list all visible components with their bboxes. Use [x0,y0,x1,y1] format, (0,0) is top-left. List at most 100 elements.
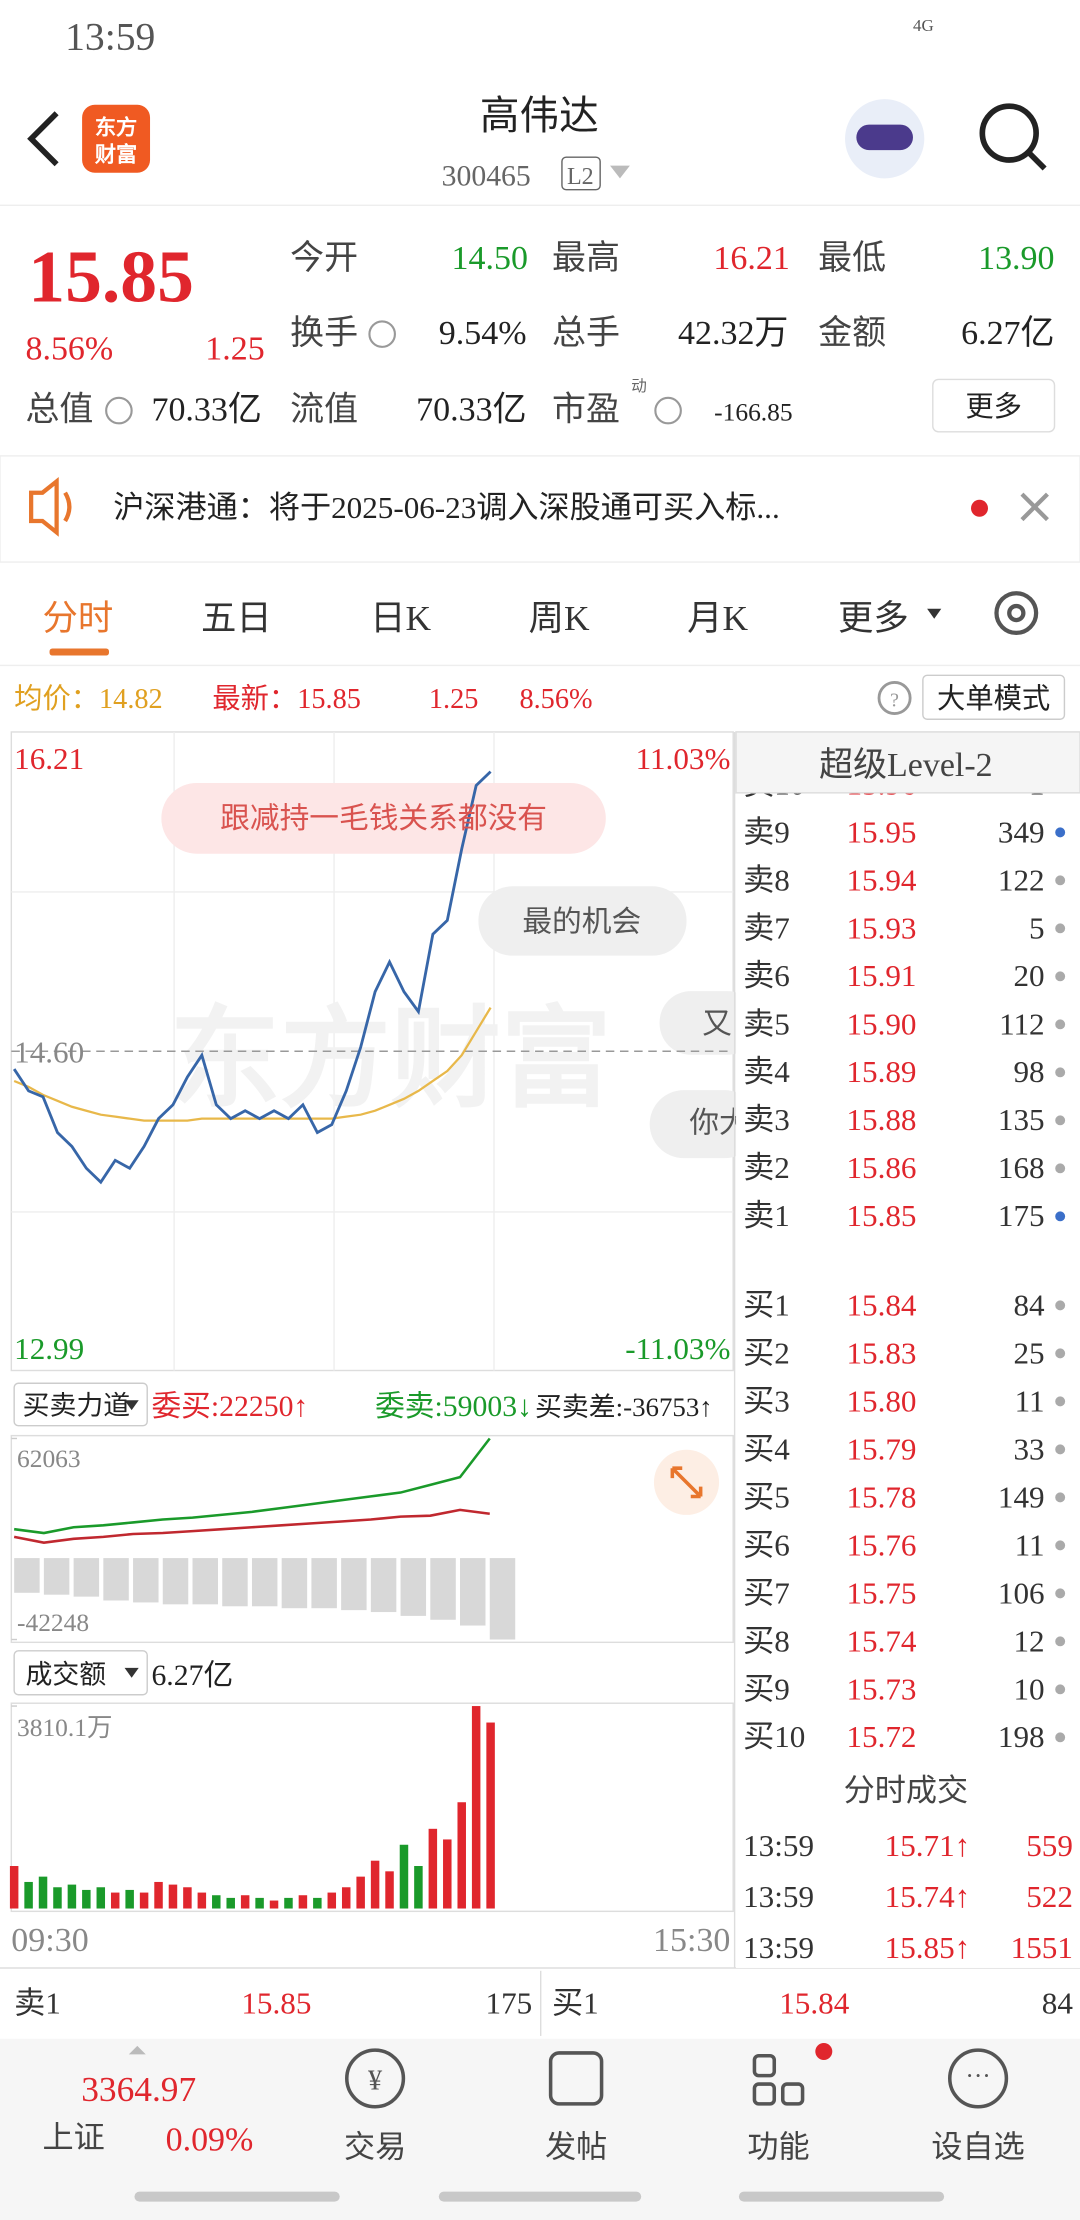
tab[interactable]: 分时 [42,598,113,638]
diff-bar [222,1558,248,1607]
book-price: 15.83 [846,1335,916,1370]
select-arrow [124,1400,139,1411]
nav-item[interactable]: 功能 [747,2130,809,2165]
stat-label: 总值 [25,390,93,428]
change-pct: 8.56% [25,331,113,368]
mode-button[interactable] [922,674,1066,720]
y-min-label: 12.99 [14,1331,84,1366]
trade-time: 13:59 [743,1879,814,1914]
book-qty: 33 [1013,1431,1044,1466]
comment-bubble[interactable] [478,886,687,956]
book-qty: 10 [1013,1671,1044,1706]
book-label: 卖2 [743,1150,790,1185]
book-qty: 11 [1015,1527,1045,1562]
book-label: 买2 [743,1335,790,1370]
select-arrow [124,1667,139,1678]
volume-bar [183,1887,192,1909]
force-line [13,1437,491,1535]
watch-icon[interactable] [948,2048,1009,2109]
volume-bar [341,1887,351,1909]
trade-icon[interactable] [345,2048,406,2109]
volume-bar [471,1706,481,1909]
tab[interactable]: 日K [370,598,431,638]
tab[interactable]: 月K [687,598,748,638]
help-mark: ? [890,689,899,711]
book-price: 15.79 [846,1431,916,1466]
info-icon [105,396,133,425]
book-label: 买10 [743,1719,805,1754]
comment-bubble[interactable] [649,1090,759,1159]
more-button[interactable] [932,378,1056,433]
nav-item[interactable]: 交易 [344,2130,406,2165]
notice-bar[interactable] [0,455,1080,563]
book-price: 15.85 [846,1198,916,1233]
trade-price: 15.74↑ [885,1879,971,1914]
buy-sell-diff: 买卖差:-36753↑ [535,1392,713,1422]
volume-bar [125,1889,134,1909]
nav-item[interactable]: 设自选 [931,2130,1024,2165]
book-price: 15.84 [846,1287,916,1322]
stat-label: 市盈 [552,390,620,428]
book-price: 15.72 [846,1719,916,1754]
book-label: 买9 [743,1671,790,1706]
volume-select[interactable] [13,1650,148,1696]
volume-bar [457,1802,466,1909]
close-notice[interactable] [1020,492,1049,522]
nav-item[interactable]: 发帖 [545,2130,607,2165]
book-qty: 5 [1029,910,1045,945]
stat-label: 最高 [552,239,620,277]
tab[interactable]: 更多 [838,598,909,638]
book-price: 15.95 [846,814,916,849]
settings-button[interactable] [994,591,1039,635]
help-icon[interactable] [877,681,912,715]
trade-price: 15.85↑ [885,1930,971,1965]
trades-title: 分时成交 [844,1773,969,1808]
tab[interactable]: 周K [529,598,590,638]
func-icon [780,2082,805,2106]
stat-value: 13.90 [978,240,1054,277]
volume-bar [255,1897,264,1909]
volume-bar [38,1876,48,1909]
x-start: 09:30 [11,1922,88,1959]
indicator-select[interactable] [13,1382,148,1427]
ask-rows: 卖10 15.96 1 卖9 15.95 349 卖8 15.94 122 卖7 15.93 5 卖6 1… [743,793,1066,1233]
tab[interactable]: 五日 [201,598,272,638]
gesture-bar [134,2191,340,2202]
volume-bar [154,1881,163,1909]
indicator-name: 买卖力道 [23,1390,131,1420]
nav-bar [0,2038,1080,2220]
quote-label: 买1 [552,1985,599,2020]
index-arrow [128,2045,146,2055]
book-price: 15.80 [846,1383,916,1418]
book-label: 卖5 [743,1006,790,1041]
book-qty: 106 [998,1575,1045,1610]
volume-bar [96,1887,106,1909]
book-qty: 20 [1013,958,1044,993]
info-icon [368,320,396,348]
diff-bar [103,1558,129,1601]
book-label: 买5 [743,1479,790,1514]
post-icon[interactable] [548,2051,604,2106]
volume-bar [53,1887,62,1909]
back-button[interactable] [27,111,59,167]
trade-price: 15.71↑ [885,1828,971,1863]
diff-bar [251,1558,278,1607]
diff-bar [73,1558,100,1597]
book-dot [1055,1588,1066,1599]
search-button[interactable] [979,103,1039,163]
stat-value: 9.54% [439,315,527,352]
diff-bar [370,1558,397,1613]
unread-dot [971,499,988,517]
book-dot [1055,1396,1066,1407]
book-label: 买7 [743,1575,790,1610]
comment-bubble[interactable] [161,782,606,854]
stock-code: 300465 [442,160,531,192]
volume-bar [110,1892,120,1909]
book-dot [1055,923,1066,934]
ref-label: 14.60 [14,1035,84,1070]
book-dot [1055,1684,1066,1695]
volume-bar [24,1881,33,1909]
func-icon[interactable] [752,2053,777,2078]
pct-bottom: -11.03% [625,1331,730,1366]
